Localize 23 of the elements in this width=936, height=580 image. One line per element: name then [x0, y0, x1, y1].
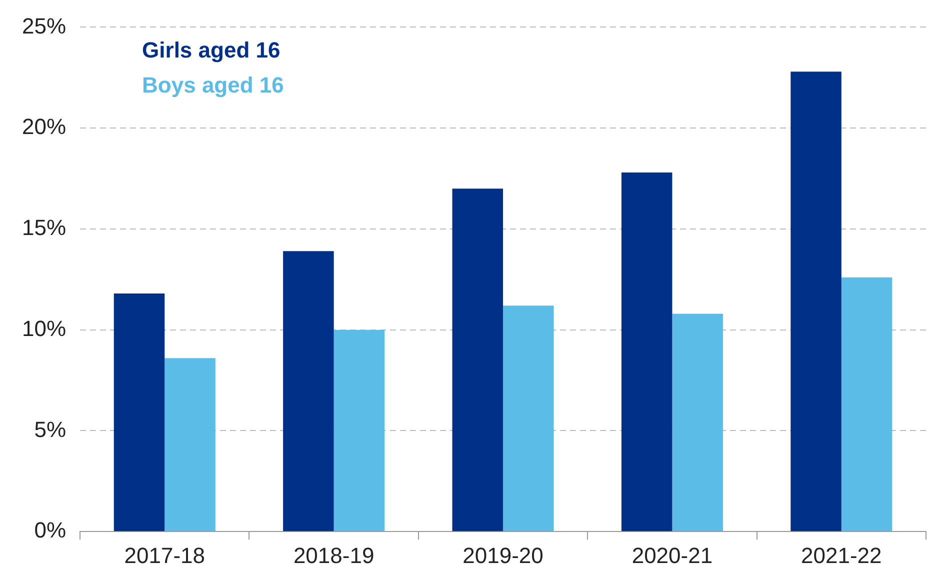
y-tick-label: 10%	[22, 316, 66, 341]
x-tick-label: 2018-19	[293, 542, 374, 568]
bar	[114, 294, 165, 532]
bar	[790, 72, 842, 532]
bar	[164, 358, 216, 532]
bar	[452, 188, 504, 532]
bar	[841, 277, 892, 532]
text: Girls aged 16	[142, 37, 280, 62]
text: Boys aged 16	[142, 72, 284, 98]
bar	[334, 330, 385, 532]
bar	[503, 306, 554, 532]
x-tick-label: 2019-20	[462, 542, 544, 568]
y-tick-label: 20%	[22, 114, 66, 140]
bar	[672, 314, 723, 532]
y-tick-label: 0%	[34, 518, 66, 543]
x-tick-label: 2020-21	[632, 542, 713, 568]
x-tick-label: 2017-18	[124, 542, 206, 568]
bar	[283, 251, 334, 532]
x-tick-label: 2021-22	[801, 542, 882, 568]
y-tick-label: 25%	[22, 13, 66, 38]
bar	[621, 172, 672, 532]
y-tick-label: 15%	[22, 215, 66, 240]
y-tick-label: 5%	[34, 416, 66, 442]
